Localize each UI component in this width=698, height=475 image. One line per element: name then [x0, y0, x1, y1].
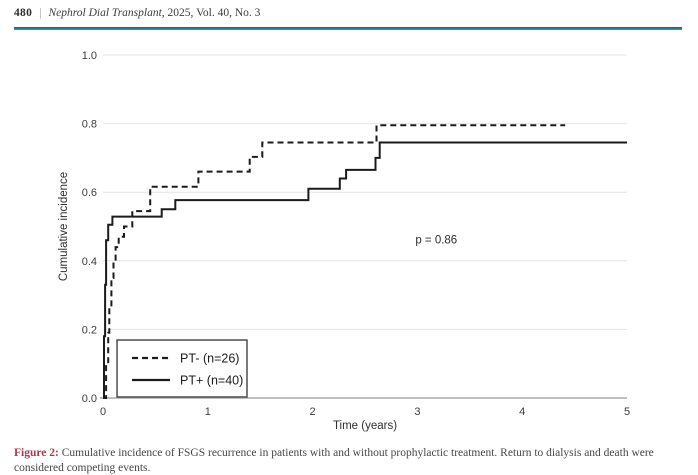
legend-box [116, 339, 248, 398]
p-value-annotation: p = 0.86 [415, 235, 457, 247]
y-tick-label: 0.6 [82, 187, 97, 199]
x-axis-title: Time (years) [333, 420, 397, 432]
y-tick-label: 1.0 [82, 50, 97, 62]
figure-caption-label: Figure 2: [14, 447, 59, 459]
x-tick-label: 4 [519, 406, 525, 418]
series-pt-minus [103, 124, 566, 399]
x-tick-label: 2 [310, 406, 316, 418]
y-tick-label: 0.2 [82, 324, 97, 336]
y-axis-title: Cumulative incidence [58, 172, 70, 281]
y-tick-label: 0.4 [82, 256, 97, 268]
issue-info: , 2025, Vol. 40, No. 3 [161, 7, 261, 19]
y-tick-label: 0.8 [82, 119, 97, 131]
header-separator: | [39, 7, 42, 19]
x-tick-label: 3 [414, 406, 420, 418]
series-pt-plus [103, 141, 627, 399]
y-tick-label: 0.0 [82, 393, 97, 405]
journal-title: Nephrol Dial Transplant [48, 7, 162, 19]
legend-label: PT- (n=26) [180, 352, 239, 366]
legend-label: PT+ (n=40) [180, 374, 243, 388]
running-header: 480 | Nephrol Dial Transplant, 2025, Vol. … [14, 7, 684, 19]
figure-2-chart: 0.0 0.2 0.4 0.6 0.8 1.0 0 1 2 3 4 5 Time (years) Cumu… [0, 38, 698, 440]
figure-caption: Figure 2: Cumulative incidence of FSGS r… [14, 446, 682, 475]
figure-caption-text: Cumulative incidence of FSGS recurrence … [14, 447, 654, 474]
x-tick-label: 5 [624, 406, 630, 418]
x-tick-label: 0 [100, 406, 106, 418]
cumulative-incidence-chart: 0.0 0.2 0.4 0.6 0.8 1.0 0 1 2 3 4 5 Time (years) Cumu… [58, 50, 630, 432]
page-number: 480 [14, 7, 33, 19]
header-rule [14, 27, 682, 30]
x-tick-label: 1 [205, 406, 211, 418]
